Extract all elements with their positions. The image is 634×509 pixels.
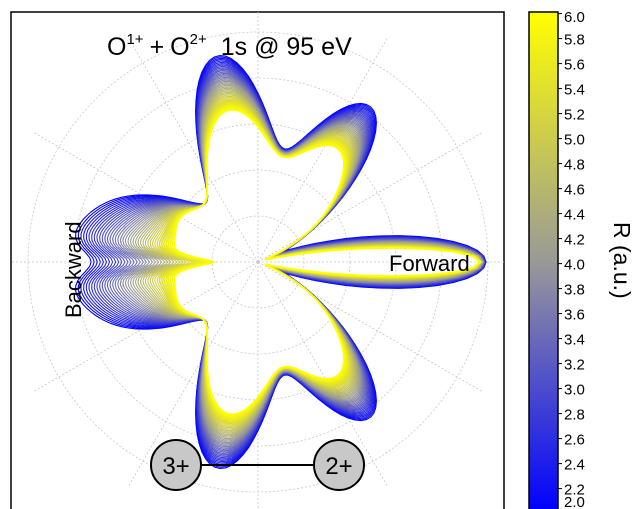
colorbar-tick-label: 2.8	[564, 407, 585, 424]
distribution-curve-r-2.8	[96, 65, 486, 459]
distribution-curve-r-3.9	[124, 80, 484, 444]
distribution-curve-r-3.0	[101, 68, 486, 456]
title-left-charge: 1+	[126, 31, 143, 48]
chart-title: O1+ + O2+ 1s @ 95 eV	[107, 31, 352, 61]
distribution-curve-r-2.4	[85, 60, 486, 464]
distribution-curve-r-5.5	[163, 102, 482, 422]
distribution-curve-r-2.3	[83, 59, 487, 465]
distribution-curve-r-4.3	[134, 86, 484, 438]
distribution-curve-r-2.6	[91, 63, 486, 461]
title-right-charge: 2+	[190, 31, 207, 48]
distribution-curve-r-2.9	[99, 67, 486, 457]
distribution-curve-r-3.2	[106, 71, 485, 453]
atom-left-label: 3+	[162, 453, 189, 480]
distribution-curve-r-5.1	[154, 97, 483, 427]
atom-left	[150, 439, 202, 491]
colorbar-label: R (a.u.)	[609, 222, 634, 299]
colorbar-tick-label: 2.6	[564, 432, 585, 449]
polar-grid-spoke	[257, 131, 484, 263]
colorbar-tick-label: 3.0	[564, 382, 585, 399]
polar-grid-spoke	[257, 261, 484, 393]
distribution-curve-r-4.0	[127, 82, 484, 442]
colorbar-tick-label: 4.0	[564, 257, 585, 274]
distribution-curve-r-5.8	[169, 106, 482, 418]
colorbar: 6.0 5.8 5.6 5.4 5.2 5.0 4.8 4.6 4.4 4.2 4.0 3.8 3.6 3…	[528, 9, 634, 509]
colorbar-tick-label: 3.6	[564, 307, 585, 324]
distribution-curve-r-4.5	[139, 88, 483, 436]
colorbar-tick-label: 6.0	[564, 9, 585, 26]
colorbar-tick-label: 4.2	[564, 232, 585, 249]
colorbar-tick-label: 2.0	[564, 494, 585, 509]
distribution-curve-r-3.3	[109, 72, 485, 452]
distribution-curve-r-4.7	[144, 91, 483, 433]
title-left-ion: O	[107, 33, 126, 61]
colorbar-gradient	[528, 11, 559, 509]
colorbar-ticks: 6.0 5.8 5.6 5.4 5.2 5.0 4.8 4.6 4.4 4.2 4.0 3.8 3.6 3…	[558, 9, 585, 509]
colorbar-tick-label: 5.8	[564, 32, 585, 49]
polar-grid-spoke	[257, 261, 389, 488]
atom-right	[313, 439, 365, 491]
distribution-curve-r-4.1	[129, 83, 484, 441]
distribution-curve-r-5.7	[167, 104, 482, 420]
distribution-curve-r-4.9	[149, 94, 483, 430]
distribution-curve-r-6.0	[173, 108, 482, 416]
colorbar-tick-label: 4.4	[564, 207, 585, 224]
distribution-curve-r-3.1	[104, 69, 486, 455]
colorbar-tick-label: 5.4	[564, 82, 585, 99]
distribution-curve-r-2.2	[80, 57, 487, 467]
distribution-curve-r-3.8	[122, 79, 484, 445]
colorbar-tick-label: 5.2	[564, 107, 585, 124]
distribution-curve-r-2.7	[93, 64, 486, 460]
distribution-curve-r-2.1	[77, 56, 487, 468]
backward-label: Backward	[61, 221, 86, 318]
distribution-curve-r-2.0	[75, 55, 487, 469]
colorbar-tick-label: 2.4	[564, 457, 585, 474]
atom-right-label: 2+	[325, 453, 352, 480]
distribution-curve-r-5.3	[158, 99, 483, 425]
colorbar-tick-label: 3.2	[564, 357, 585, 374]
distribution-curve-r-5.4	[160, 100, 483, 424]
colorbar-tick-label: 2.2	[564, 482, 585, 499]
colorbar-tick-label: 5.6	[564, 57, 585, 74]
colorbar-tick-label: 3.4	[564, 332, 585, 349]
distribution-curve-r-3.4	[112, 74, 485, 450]
title-right-ion: O	[170, 33, 189, 61]
distribution-curves	[75, 55, 487, 469]
distribution-curve-r-3.7	[119, 78, 485, 446]
distribution-curve-r-4.6	[142, 90, 483, 434]
distribution-curve-r-3.5	[114, 75, 485, 449]
distribution-curve-r-5.2	[156, 98, 482, 426]
colorbar-tick-label: 3.8	[564, 282, 585, 299]
distribution-curve-r-2.5	[88, 61, 486, 463]
distribution-curve-r-5.9	[171, 107, 482, 417]
molecule-schematic: 3+ 2+	[150, 439, 365, 491]
distribution-curve-r-5.6	[165, 103, 482, 421]
title-join: +	[150, 33, 165, 61]
polar-grid-spoke	[257, 36, 389, 263]
distribution-curve-r-4.8	[147, 93, 483, 431]
distribution-curve-r-4.4	[137, 87, 484, 437]
colorbar-tick-label: 5.0	[564, 132, 585, 149]
colorbar-tick-label: 4.6	[564, 182, 585, 199]
distribution-curve-r-4.2	[132, 84, 484, 440]
polar-grid-spoke	[127, 261, 259, 488]
forward-label: Forward	[389, 251, 470, 276]
distribution-curve-r-3.6	[117, 76, 485, 448]
title-right-text: 1s @ 95 eV	[221, 33, 352, 61]
colorbar-tick-label: 4.8	[564, 157, 585, 174]
polar-grid-spoke	[127, 36, 259, 263]
distribution-curve-r-5.0	[152, 95, 483, 429]
